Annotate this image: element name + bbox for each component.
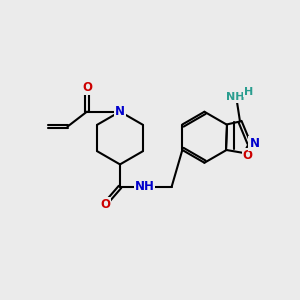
Text: N: N: [115, 105, 125, 118]
Text: N: N: [249, 137, 260, 150]
Text: O: O: [82, 81, 92, 94]
Text: N: N: [115, 105, 125, 118]
Text: NH: NH: [226, 92, 245, 102]
Text: O: O: [242, 149, 253, 162]
Text: O: O: [242, 149, 253, 162]
Text: H: H: [244, 86, 253, 97]
Text: NH: NH: [135, 180, 155, 194]
Text: N: N: [249, 137, 260, 150]
Text: O: O: [100, 198, 110, 212]
